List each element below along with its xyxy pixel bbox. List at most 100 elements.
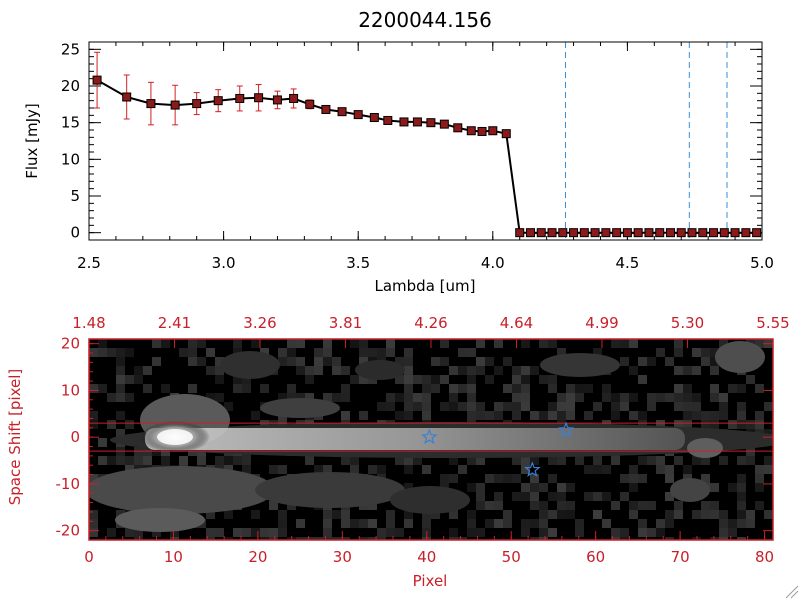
noise-pixel <box>377 465 386 474</box>
noise-pixel <box>728 384 737 393</box>
noise-pixel <box>575 384 584 393</box>
noise-pixel <box>539 528 548 537</box>
noise-pixel <box>764 456 773 465</box>
noise-pixel <box>269 537 278 540</box>
noise-pixel <box>503 384 512 393</box>
noise-pixel <box>116 456 125 465</box>
top-plot-frame <box>88 41 763 241</box>
noise-pixel <box>737 501 746 510</box>
noise-pixel <box>737 456 746 465</box>
noise-pixel <box>656 393 665 402</box>
noise-pixel <box>233 456 242 465</box>
data-point <box>254 93 264 103</box>
noise-pixel <box>377 348 386 357</box>
noise-pixel <box>422 393 431 402</box>
noise-pixel <box>557 510 566 519</box>
resize-grip-icon[interactable] <box>785 585 799 599</box>
noise-pixel <box>296 537 305 540</box>
noise-pixel <box>629 465 638 474</box>
noise-pixel <box>638 501 647 510</box>
pixel-tick-label: 70 <box>671 548 690 566</box>
noise-pixel <box>575 519 584 528</box>
noise-pixel <box>602 384 611 393</box>
noise-pixel <box>737 519 746 528</box>
noise-pixel <box>440 339 449 348</box>
noise-pixel <box>710 411 719 420</box>
noise-pixel <box>593 348 602 357</box>
noise-pixel <box>152 339 161 348</box>
noise-pixel <box>98 384 107 393</box>
noise-pixel <box>548 456 557 465</box>
noise-pixel <box>440 402 449 411</box>
noise-pixel <box>683 366 692 375</box>
noise-pixel <box>701 501 710 510</box>
noise-pixel <box>710 501 719 510</box>
noise-pixel <box>332 393 341 402</box>
data-point <box>353 110 363 120</box>
noise-pixel <box>278 510 287 519</box>
noise-pixel <box>665 465 674 474</box>
noise-pixel <box>197 456 206 465</box>
noise-pixel <box>629 501 638 510</box>
noise-pixel <box>350 465 359 474</box>
data-point <box>92 75 102 85</box>
noise-pixel <box>737 510 746 519</box>
pixel-tick-label: 80 <box>755 548 774 566</box>
data-point <box>439 119 449 129</box>
noise-pixel <box>98 339 107 348</box>
noise-pixel <box>467 375 476 384</box>
noise-pixel <box>494 492 503 501</box>
noise-pixel <box>458 348 467 357</box>
noise-pixel <box>512 492 521 501</box>
noise-pixel <box>125 393 134 402</box>
noise-pixel <box>395 528 404 537</box>
noise-pixel <box>125 456 134 465</box>
noise-pixel <box>737 384 746 393</box>
noise-pixel <box>710 357 719 366</box>
noise-pixel <box>566 483 575 492</box>
noise-pixel <box>404 465 413 474</box>
noise-pixel <box>593 492 602 501</box>
y-tick-label: 25 <box>61 40 80 58</box>
data-point <box>146 99 156 109</box>
noise-pixel <box>116 348 125 357</box>
data-point <box>730 228 740 238</box>
noise-pixel <box>278 348 287 357</box>
noise-pixel <box>368 465 377 474</box>
noise-pixel <box>323 519 332 528</box>
noise-pixel <box>323 510 332 519</box>
noise-pixel <box>161 384 170 393</box>
noise-pixel <box>701 420 710 429</box>
noise-pixel <box>251 528 260 537</box>
noise-pixel <box>350 519 359 528</box>
noise-pixel <box>674 501 683 510</box>
noise-pixel <box>530 483 539 492</box>
noise-pixel <box>755 384 764 393</box>
noise-pixel <box>674 510 683 519</box>
noise-pixel <box>305 366 314 375</box>
noise-pixel <box>539 501 548 510</box>
noise-pixel <box>404 384 413 393</box>
noise-pixel <box>278 528 287 537</box>
noise-pixel <box>683 393 692 402</box>
noise-pixel <box>665 519 674 528</box>
noise-pixel <box>728 519 737 528</box>
noise-pixel <box>449 510 458 519</box>
noise-pixel <box>557 348 566 357</box>
noise-pixel <box>494 339 503 348</box>
noise-pixel <box>746 420 755 429</box>
noise-pixel <box>458 384 467 393</box>
noise-pixel <box>332 357 341 366</box>
noise-pixel <box>404 393 413 402</box>
noise-pixel <box>611 411 620 420</box>
noise-pixel <box>287 393 296 402</box>
noise-pixel <box>764 465 773 474</box>
noise-pixel <box>467 510 476 519</box>
noise-pixel <box>683 465 692 474</box>
noise-pixel <box>368 519 377 528</box>
noise-pixel <box>674 339 683 348</box>
pixel-tick-label: 40 <box>417 548 436 566</box>
noise-pixel <box>287 384 296 393</box>
x-tick-label: 5.0 <box>750 254 774 272</box>
noise-pixel <box>224 537 233 540</box>
